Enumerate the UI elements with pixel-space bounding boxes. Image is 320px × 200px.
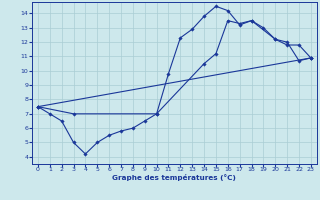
X-axis label: Graphe des températures (°C): Graphe des températures (°C) (112, 174, 236, 181)
